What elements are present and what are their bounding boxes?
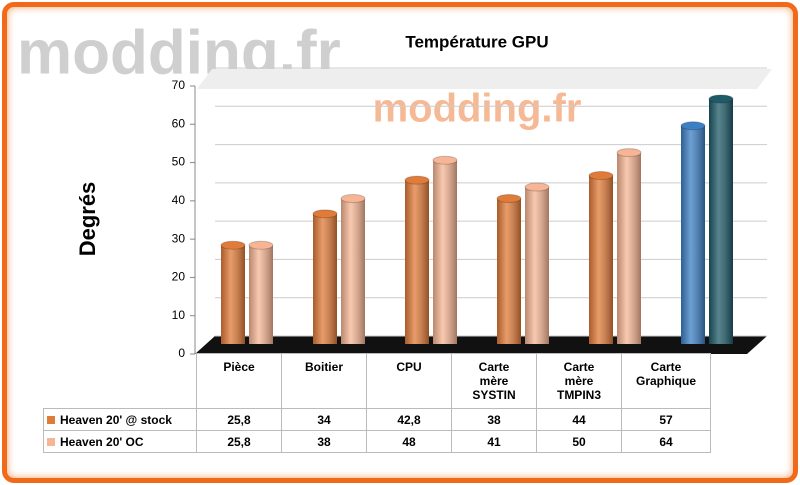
y-tick-label: 30 bbox=[172, 231, 186, 245]
bar-shade bbox=[249, 245, 273, 344]
bar-top bbox=[524, 182, 550, 192]
x-tick-label: Carte mère TMPIN3 bbox=[536, 353, 622, 409]
data-label: 38 bbox=[281, 430, 367, 453]
bar-top bbox=[220, 240, 246, 250]
y-tick-label: 70 bbox=[172, 78, 186, 92]
bar-shade bbox=[525, 187, 549, 344]
legend-entry: Heaven 20' OC bbox=[43, 430, 197, 453]
table-row: Heaven 20' @ stock 25,8 34 42,8 38 44 57 bbox=[43, 408, 712, 431]
data-label: 57 bbox=[620, 408, 712, 431]
bar-top bbox=[340, 194, 366, 204]
data-label: 44 bbox=[536, 408, 622, 431]
y-tick-label: 20 bbox=[172, 270, 186, 284]
x-tick-label: Pièce bbox=[196, 353, 282, 409]
x-tick-label: CPU bbox=[366, 353, 452, 409]
x-tick-label: Boitier bbox=[281, 353, 367, 409]
data-label: 42,8 bbox=[366, 408, 452, 431]
data-label: 38 bbox=[451, 408, 537, 431]
bar-shade bbox=[617, 152, 641, 344]
bar-shade bbox=[497, 198, 521, 344]
legend-swatch bbox=[47, 437, 55, 446]
bar-top bbox=[680, 121, 706, 131]
data-label: 64 bbox=[620, 430, 712, 453]
y-tick-label: 50 bbox=[172, 155, 186, 169]
table-corner bbox=[44, 354, 197, 409]
y-tick-label: 0 bbox=[178, 346, 185, 360]
data-label: 34 bbox=[281, 408, 367, 431]
bar-shade bbox=[405, 180, 429, 344]
bar-shade bbox=[341, 198, 365, 344]
legend-entry: Heaven 20' @ stock bbox=[43, 408, 197, 431]
x-tick-label: Carte Graphique bbox=[620, 353, 712, 409]
chart: modding.fr modding.fr Température GPU De… bbox=[17, 18, 772, 360]
table-header-row: Pièce Boitier CPU Carte mère SYSTIN Carte mè… bbox=[44, 353, 712, 409]
bar-top bbox=[312, 209, 338, 219]
y-tick-label: 10 bbox=[172, 308, 186, 322]
y-tick-label: 60 bbox=[172, 116, 186, 130]
x-tick-label: Carte mère SYSTIN bbox=[451, 353, 537, 409]
bar-top bbox=[616, 148, 642, 158]
wall-top bbox=[197, 69, 772, 89]
bar-top bbox=[432, 155, 458, 165]
table-row: Heaven 20' OC 25,8 38 48 41 50 64 bbox=[43, 430, 712, 453]
bar-top bbox=[248, 240, 274, 250]
bar-top bbox=[496, 194, 522, 204]
chart-title: Température GPU bbox=[405, 32, 548, 51]
bar-top bbox=[588, 171, 614, 181]
data-label: 50 bbox=[536, 430, 622, 453]
legend-swatch bbox=[47, 415, 55, 424]
bar-top bbox=[404, 175, 430, 185]
bar-shade bbox=[221, 245, 245, 344]
bar-shade bbox=[589, 175, 613, 344]
data-table: Pièce Boitier CPU Carte mère SYSTIN Carte mè… bbox=[43, 353, 712, 453]
bar-shade bbox=[681, 125, 705, 345]
data-label: 25,8 bbox=[196, 408, 282, 431]
data-label: 41 bbox=[451, 430, 537, 453]
y-axis-title: Degrés bbox=[75, 182, 100, 257]
bar-shade bbox=[709, 98, 733, 344]
y-tick-label: 40 bbox=[172, 193, 186, 207]
data-label: 25,8 bbox=[196, 430, 282, 453]
legend-label: Heaven 20' @ stock bbox=[60, 412, 172, 427]
bar-top bbox=[708, 94, 734, 104]
watermark: modding.fr bbox=[373, 87, 582, 131]
legend-label: Heaven 20' OC bbox=[60, 434, 144, 449]
bar-shade bbox=[433, 160, 457, 344]
bar-shade bbox=[313, 213, 337, 344]
data-label: 48 bbox=[366, 430, 452, 453]
